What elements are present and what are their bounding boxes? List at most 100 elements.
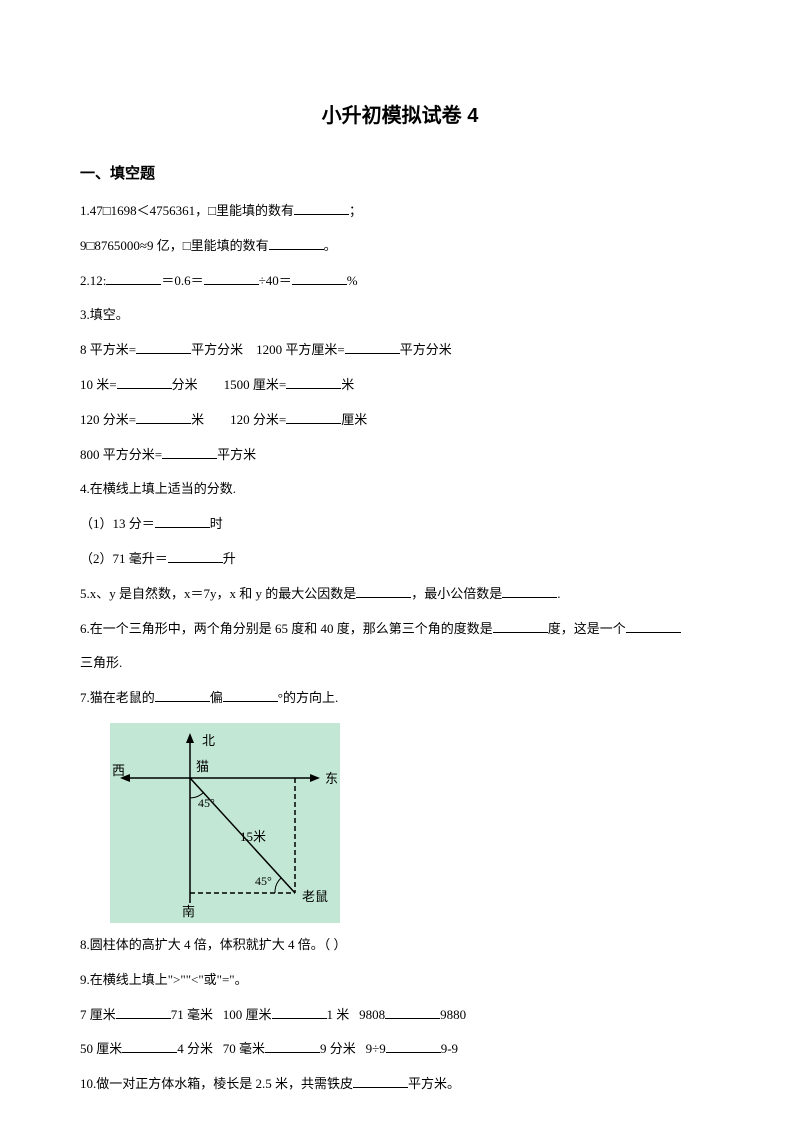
q3-l2b: 分米 (172, 377, 198, 392)
question-9-line2: 50 厘米 4 分米 70 毫米 9 分米 9÷9 9-9 (80, 1039, 720, 1060)
q9-l2b: 4 分米 (177, 1041, 213, 1056)
q3-l1a: 8 平方米= (80, 342, 136, 357)
cat-label: 猫 (196, 759, 209, 774)
blank (265, 1039, 320, 1053)
blank (385, 1005, 440, 1019)
q7-b: 偏 (210, 690, 223, 705)
q3-l1d: 平方分米 (400, 342, 452, 357)
blank (155, 688, 210, 702)
q9-l2e: 9÷9 (366, 1041, 386, 1056)
q3-l4a: 800 平方分米= (80, 447, 162, 462)
blank (356, 584, 411, 598)
q7-a: 7.猫在老鼠的 (80, 690, 155, 705)
q9-l1d: 1 米 (327, 1007, 350, 1022)
q5-a: 5.x、y 是自然数，x＝7y，x 和 y 的最大公因数是 (80, 586, 356, 601)
q3-l3c: 120 分米= (230, 412, 286, 427)
blank (162, 445, 217, 459)
q3-l1b: 平方分米 (191, 342, 243, 357)
angle-bottom-label: 45° (255, 874, 272, 888)
question-3-line3: 120 分米=米 120 分米=厘米 (80, 410, 720, 431)
q3-l3a: 120 分米= (80, 412, 136, 427)
q9-l1c: 100 厘米 (223, 1007, 272, 1022)
blank (223, 688, 278, 702)
q1-l1-text-a: 1.47□1698＜4756361，□里能填的数有 (80, 203, 294, 218)
question-2: 2.12: ＝0.6＝ ÷40＝% (80, 271, 720, 292)
q2-a: 2.12: (80, 273, 106, 288)
south-label: 南 (182, 904, 195, 919)
question-7: 7.猫在老鼠的 偏 °的方向上. (80, 688, 720, 709)
question-9-header: 9.在横线上填上">""<"或"="。 (80, 970, 720, 991)
q6-c: 三角形. (80, 655, 122, 670)
question-10: 10.做一对正方体水箱，棱长是 2.5 米，共需铁皮 平方米。 (80, 1074, 720, 1095)
question-4-line1: （1）13 分＝ 时 (80, 514, 720, 535)
question-6: 6.在一个三角形中，两个角分别是 65 度和 40 度，那么第三个角的度数是度，… (80, 619, 720, 640)
question-4-line2: （2）71 毫升＝升 (80, 549, 720, 570)
question-3-line1: 8 平方米= 平方分米 1200 平方厘米= 平方分米 (80, 340, 720, 361)
blank (155, 514, 210, 528)
blank (122, 1039, 177, 1053)
blank (269, 236, 324, 250)
blank (168, 549, 223, 563)
q10-b: 平方米。 (408, 1076, 460, 1091)
blank (272, 1005, 327, 1019)
q1-l1-text-b: ； (349, 203, 362, 218)
q10-a: 10.做一对正方体水箱，棱长是 2.5 米，共需铁皮 (80, 1076, 353, 1091)
blank (493, 619, 548, 633)
q3-l2c: 1500 厘米= (224, 377, 287, 392)
blank (294, 201, 349, 215)
q9-l1a: 7 厘米 (80, 1007, 116, 1022)
angle-top-label: 45° (198, 796, 215, 810)
q2-b: ＝0.6＝ (161, 273, 203, 288)
question-5: 5.x、y 是自然数，x＝7y，x 和 y 的最大公因数是 ，最小公倍数是. (80, 584, 720, 605)
q5-c: . (557, 586, 560, 601)
east-label: 东 (325, 771, 338, 786)
q6-b: 度，这是一个 (548, 621, 626, 636)
q1-l2-text-b: 。 (324, 238, 337, 253)
q4-l1a: （1）13 分＝ (80, 516, 155, 531)
question-8: 8.圆柱体的高扩大 4 倍，体积就扩大 4 倍。（ ） (80, 935, 720, 956)
blank (204, 271, 259, 285)
blank (292, 271, 347, 285)
q3-l1c: 1200 平方厘米= (256, 342, 345, 357)
north-label: 北 (202, 733, 215, 748)
question-4-header: 4.在横线上填上适当的分数. (80, 479, 720, 500)
question-3-line4: 800 平方分米= 平方米 (80, 445, 720, 466)
question-6-cont: 三角形. (80, 653, 720, 674)
blank (136, 340, 191, 354)
q3-l2d: 米 (341, 377, 354, 392)
blank (286, 410, 341, 424)
blank (626, 619, 681, 633)
blank (286, 375, 341, 389)
question-1-line2: 9□8765000≈9 亿，□里能填的数有 。 (80, 236, 720, 257)
q4-l1b: 时 (210, 516, 223, 531)
blank (117, 375, 172, 389)
q7-c: °的方向上. (278, 690, 338, 705)
q9-l2a: 50 厘米 (80, 1041, 122, 1056)
direction-diagram: 北 东 西 南 猫 老鼠 45° 45° 15米 (110, 723, 720, 923)
q9-l1b: 71 毫米 (171, 1007, 213, 1022)
section-header: 一、填空题 (80, 162, 720, 186)
blank (136, 410, 191, 424)
page-title: 小升初模拟试卷 4 (80, 100, 720, 132)
q2-c: ÷40＝ (259, 273, 292, 288)
q2-d: % (347, 273, 358, 288)
question-3-line2: 10 米=分米 1500 厘米=米 (80, 375, 720, 396)
blank (502, 584, 557, 598)
q9-l2d: 9 分米 (320, 1041, 356, 1056)
blank (345, 340, 400, 354)
q1-l2-text-a: 9□8765000≈9 亿，□里能填的数有 (80, 238, 269, 253)
blank (106, 271, 161, 285)
question-1-line1: 1.47□1698＜4756361，□里能填的数有 ； (80, 201, 720, 222)
blank (116, 1005, 171, 1019)
blank (353, 1074, 408, 1088)
q3-l4b: 平方米 (217, 447, 256, 462)
distance-label: 15米 (240, 829, 266, 844)
q3-l3d: 厘米 (341, 412, 367, 427)
q9-l1e: 9808 (359, 1007, 385, 1022)
q9-l1f: 9880 (440, 1007, 466, 1022)
q9-l2f: 9-9 (441, 1041, 458, 1056)
question-9-line1: 7 厘米 71 毫米 100 厘米 1 米 9808 9880 (80, 1005, 720, 1026)
q5-b: ，最小公倍数是 (411, 586, 502, 601)
q9-l2c: 70 毫米 (223, 1041, 265, 1056)
q4-l2a: （2）71 毫升＝ (80, 551, 168, 566)
